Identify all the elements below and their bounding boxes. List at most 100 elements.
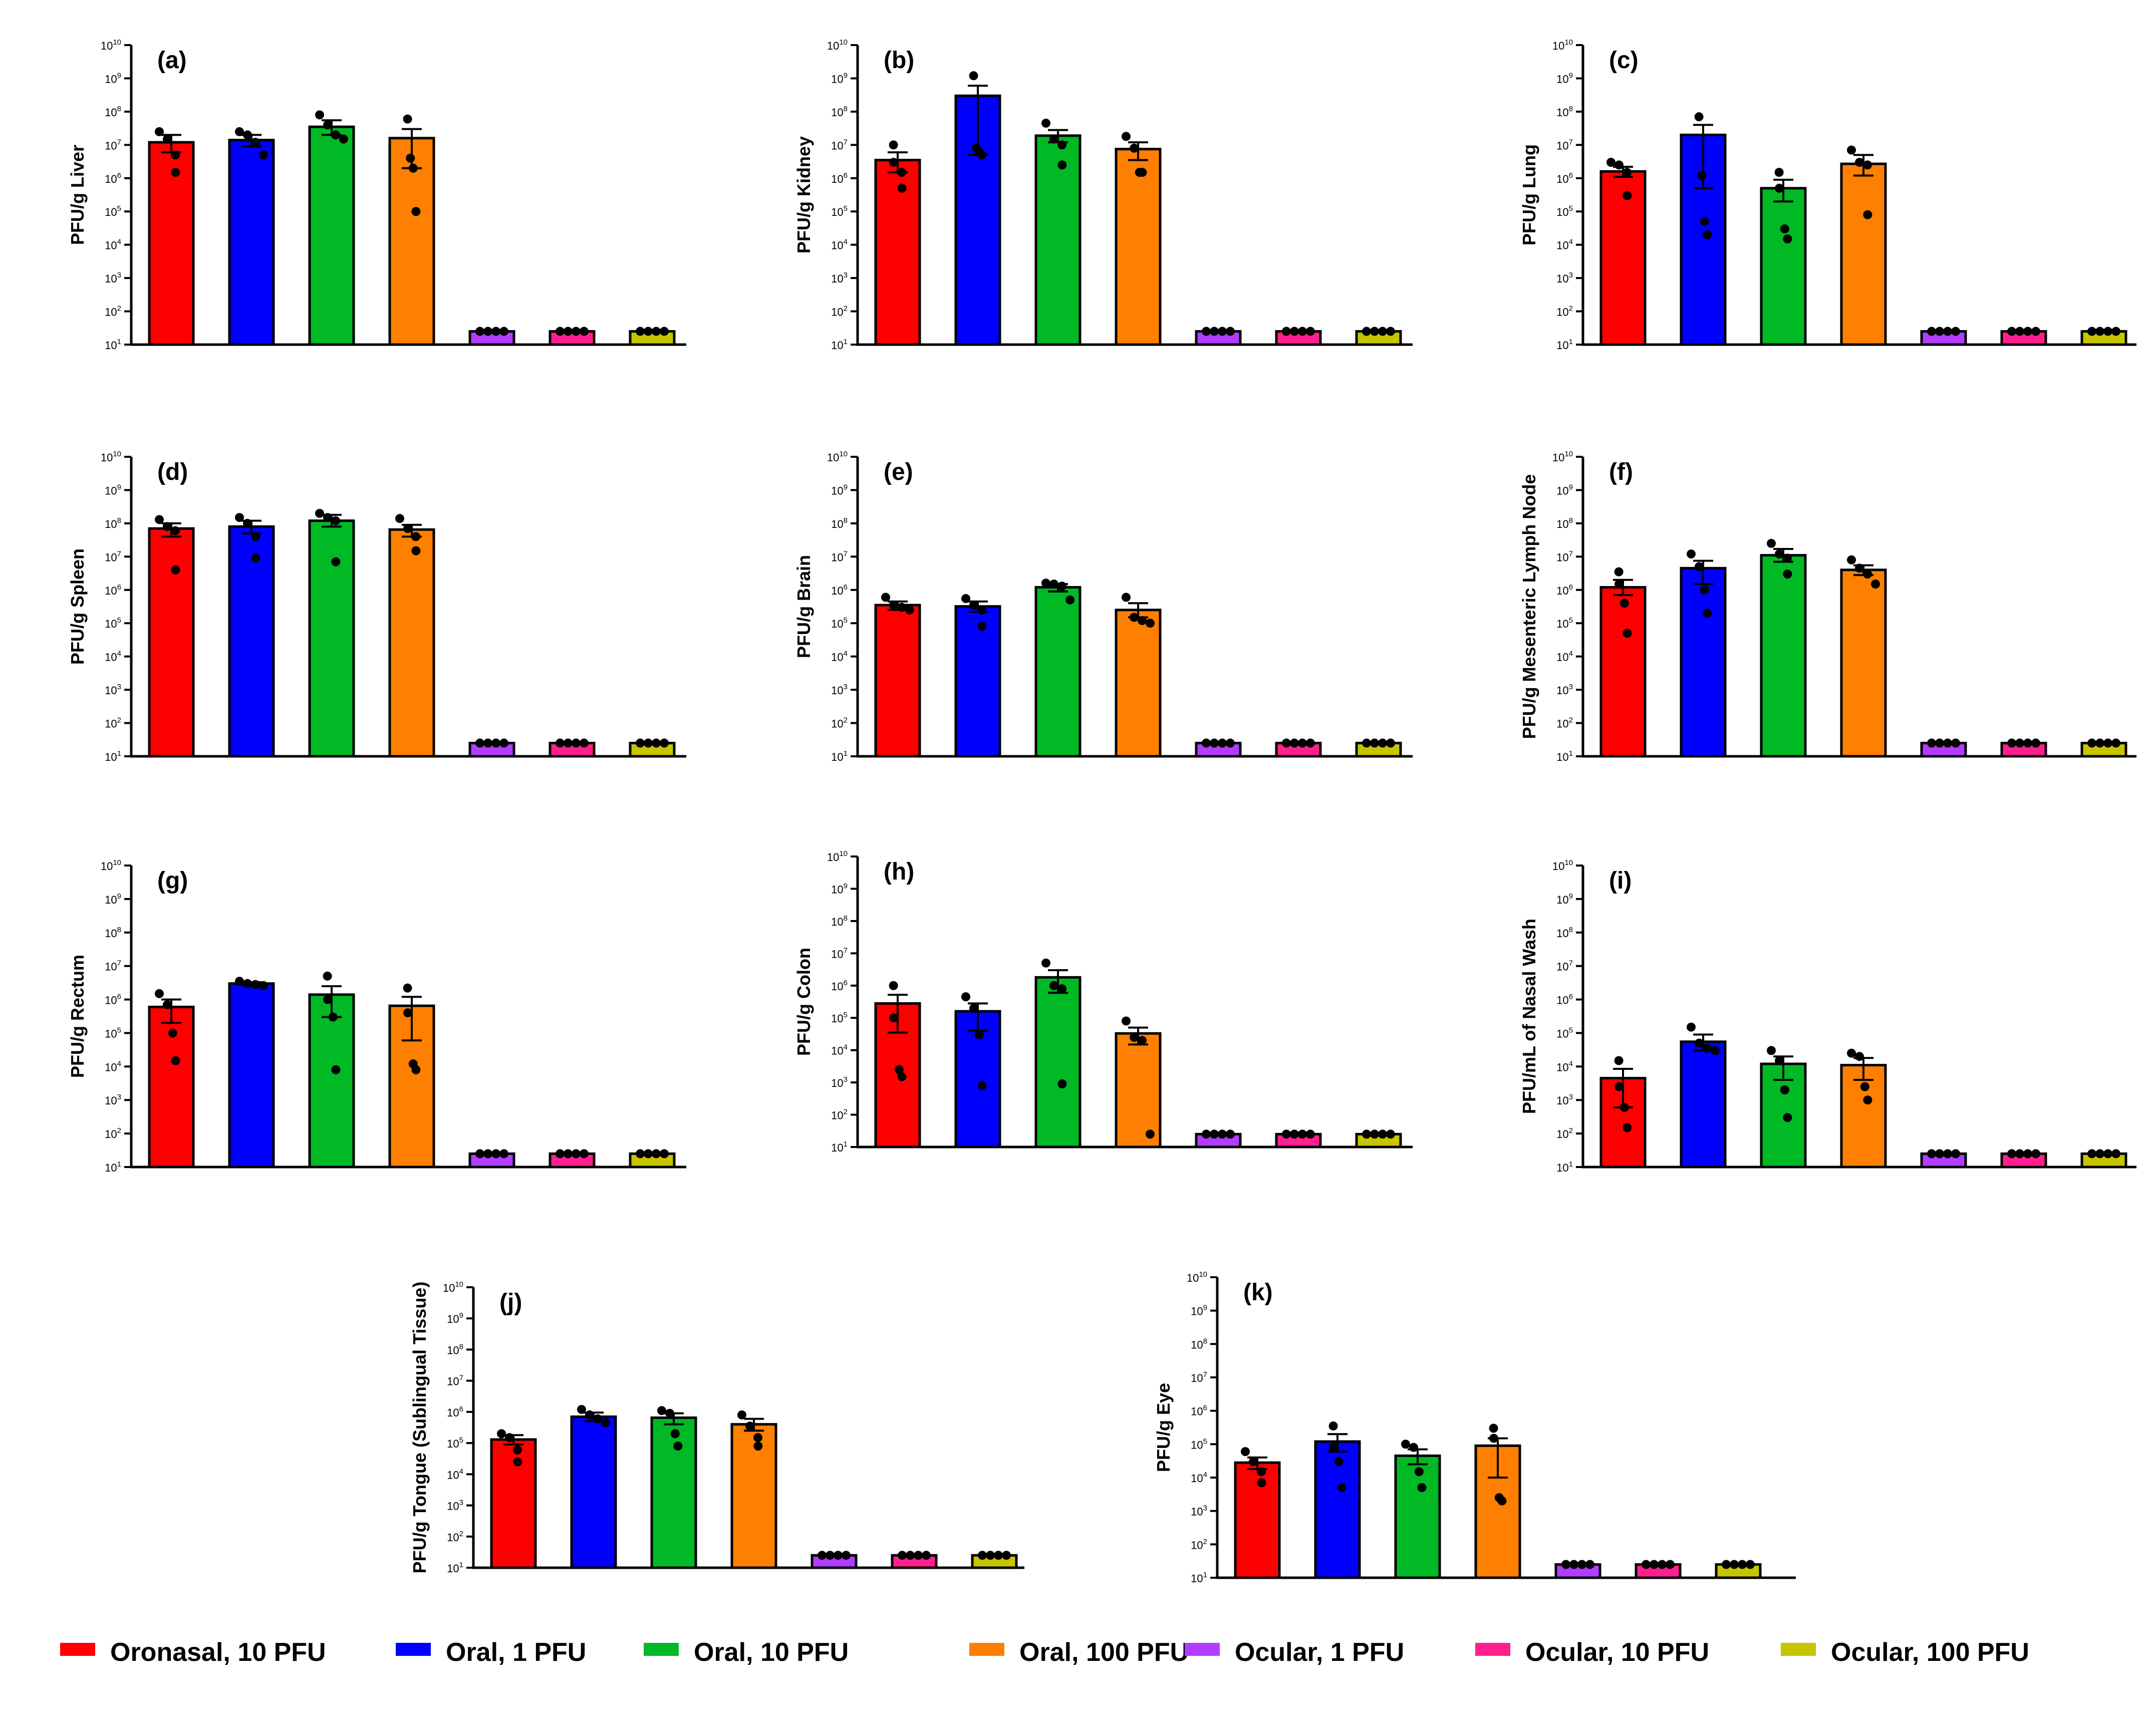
bar bbox=[874, 159, 921, 346]
data-point bbox=[171, 1056, 180, 1065]
data-point bbox=[1783, 1113, 1792, 1122]
data-point bbox=[406, 153, 415, 163]
data-point bbox=[572, 738, 581, 748]
y-tick-label: 103 bbox=[447, 1499, 463, 1513]
data-point bbox=[670, 1429, 680, 1439]
legend-swatch bbox=[1475, 1643, 1510, 1656]
data-point bbox=[660, 1149, 669, 1159]
y-tick-label: 103 bbox=[105, 1093, 121, 1107]
y-tick-label: 102 bbox=[447, 1530, 463, 1544]
y-tick-label: 101 bbox=[1556, 749, 1573, 763]
data-point bbox=[580, 327, 589, 336]
y-tick-label: 104 bbox=[831, 1043, 848, 1057]
data-point bbox=[513, 1457, 522, 1467]
data-point bbox=[1935, 738, 1944, 748]
data-point bbox=[339, 134, 348, 144]
data-point bbox=[652, 738, 661, 748]
data-point bbox=[1306, 327, 1315, 336]
data-point bbox=[556, 1149, 565, 1159]
legend-swatch bbox=[1185, 1643, 1220, 1656]
data-point bbox=[171, 150, 180, 160]
y-tick-label: 102 bbox=[831, 716, 848, 730]
data-point bbox=[331, 557, 341, 566]
data-point bbox=[1378, 1129, 1387, 1139]
data-point bbox=[1606, 158, 1615, 167]
data-point bbox=[577, 1404, 586, 1414]
data-point bbox=[1700, 585, 1709, 595]
data-point bbox=[1241, 1447, 1250, 1457]
y-tick-label: 108 bbox=[1556, 105, 1573, 119]
data-point bbox=[1943, 327, 1952, 336]
data-point bbox=[652, 1149, 661, 1159]
y-tick-label: 101 bbox=[831, 338, 848, 352]
y-tick-label: 103 bbox=[831, 271, 848, 285]
data-point bbox=[491, 327, 500, 336]
data-point bbox=[1585, 1560, 1594, 1569]
data-point bbox=[1927, 327, 1936, 336]
data-point bbox=[1370, 738, 1379, 748]
data-point bbox=[323, 120, 332, 130]
data-point bbox=[331, 130, 340, 140]
data-point bbox=[1290, 327, 1299, 336]
y-tick-label: 107 bbox=[831, 549, 848, 563]
y-tick-label: 1010 bbox=[1552, 450, 1573, 464]
y-tick-label: 109 bbox=[831, 483, 848, 497]
data-point bbox=[1002, 1551, 1011, 1560]
data-point bbox=[572, 327, 581, 336]
legend-swatch bbox=[396, 1643, 431, 1656]
y-tick-label: 105 bbox=[831, 204, 848, 218]
data-point bbox=[155, 127, 164, 136]
data-point bbox=[403, 524, 412, 533]
data-point bbox=[315, 508, 324, 518]
data-point bbox=[1417, 1483, 1427, 1493]
y-tick-label: 107 bbox=[1556, 959, 1573, 973]
y-axis-label: PFU/g Mesenteric Lymph Node bbox=[1519, 474, 1539, 739]
data-point bbox=[331, 516, 340, 525]
data-point bbox=[483, 738, 492, 748]
y-tick-label: 106 bbox=[1556, 171, 1573, 185]
data-point bbox=[636, 738, 645, 748]
y-axis-label: PFU/g Brain bbox=[793, 555, 814, 658]
data-point bbox=[1620, 599, 1629, 608]
data-point bbox=[1943, 1149, 1952, 1159]
data-point bbox=[1306, 738, 1315, 748]
data-point bbox=[1614, 1056, 1624, 1065]
data-point bbox=[1614, 1082, 1624, 1091]
data-point bbox=[251, 553, 260, 563]
y-tick-label: 1010 bbox=[827, 849, 848, 864]
y-tick-label: 104 bbox=[1556, 238, 1573, 252]
data-point bbox=[1703, 230, 1712, 239]
data-point bbox=[1738, 1560, 1747, 1569]
data-point bbox=[1943, 738, 1952, 748]
data-point bbox=[2015, 327, 2024, 336]
data-point bbox=[897, 1072, 907, 1081]
bar bbox=[148, 527, 195, 758]
data-point bbox=[889, 981, 898, 990]
data-point bbox=[1855, 563, 1864, 573]
data-point bbox=[564, 1149, 573, 1159]
bar bbox=[1760, 554, 1807, 758]
data-point bbox=[505, 1433, 514, 1443]
y-axis-label: PFU/g Colon bbox=[793, 948, 814, 1056]
y-tick-label: 105 bbox=[105, 204, 121, 218]
data-point bbox=[1370, 327, 1379, 336]
y-tick-label: 103 bbox=[1191, 1504, 1207, 1518]
data-point bbox=[411, 546, 421, 555]
data-point bbox=[323, 513, 332, 522]
data-point bbox=[403, 114, 412, 124]
y-axis-label: PFU/g Spleen bbox=[67, 548, 88, 665]
y-tick-label: 1010 bbox=[443, 1280, 463, 1294]
y-tick-label: 105 bbox=[447, 1436, 463, 1450]
data-point bbox=[1623, 1123, 1632, 1132]
data-point bbox=[1927, 738, 1936, 748]
data-point bbox=[580, 738, 589, 748]
y-tick-label: 107 bbox=[831, 946, 848, 960]
bar bbox=[1599, 586, 1647, 758]
bar bbox=[1680, 1040, 1727, 1169]
data-point bbox=[961, 594, 970, 604]
data-point bbox=[1711, 1046, 1720, 1055]
legend-label: Ocular, 1 PFU bbox=[1235, 1638, 1404, 1667]
data-point bbox=[818, 1551, 827, 1560]
data-point bbox=[1057, 984, 1066, 994]
data-point bbox=[881, 593, 890, 602]
